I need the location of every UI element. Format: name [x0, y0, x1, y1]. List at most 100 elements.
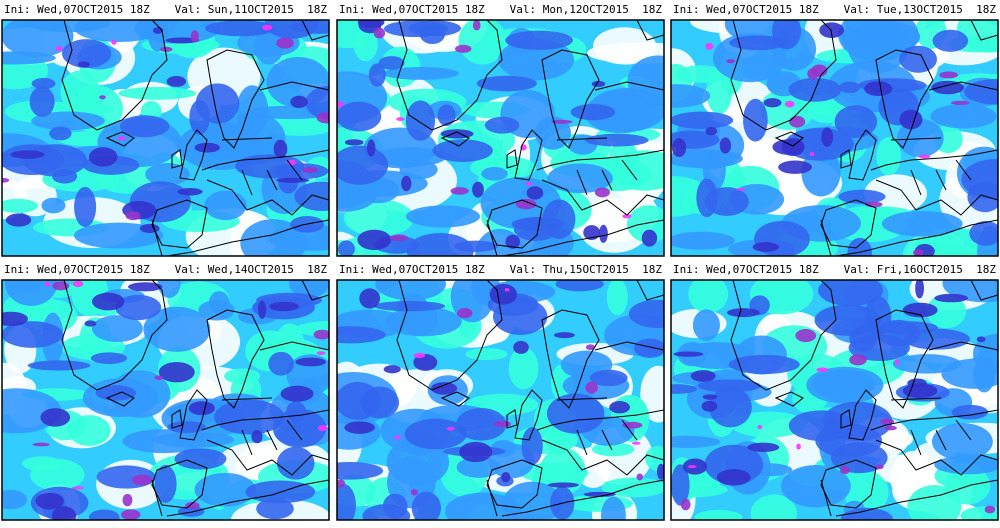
- precip-area: [450, 187, 469, 195]
- precip-area: [591, 80, 606, 88]
- precip-area: [214, 399, 285, 435]
- precip-area: [373, 27, 386, 39]
- precip-area: [337, 483, 356, 520]
- coastline: [61, 20, 168, 131]
- precip-area: [120, 509, 141, 520]
- precip-area: [2, 177, 10, 183]
- precip-area: [840, 466, 850, 475]
- precip-area: [606, 280, 628, 316]
- precip-area: [10, 150, 45, 159]
- coastline: [171, 149, 183, 169]
- precip-area: [40, 408, 71, 427]
- precip-area: [688, 280, 729, 314]
- coastline: [105, 391, 135, 407]
- precip-area: [382, 66, 459, 80]
- precip-area: [127, 282, 163, 292]
- precip-area: [456, 308, 473, 319]
- precip-area: [203, 122, 241, 161]
- init-time-label: Ini: Wed,07OCT2015 18Z: [339, 263, 485, 276]
- precip-area: [498, 38, 575, 81]
- coastline: [820, 459, 877, 509]
- precip-area: [849, 354, 867, 366]
- precip-area: [353, 27, 378, 62]
- panel-frame: [670, 279, 999, 521]
- panel-frame: [1, 279, 330, 521]
- precip-area: [838, 20, 919, 62]
- precip-area: [188, 401, 215, 416]
- precip-area: [131, 474, 153, 486]
- valid-time-label: Val: Sun,11OCT2015 18Z: [175, 3, 328, 16]
- precip-area: [117, 136, 126, 141]
- precip-area: [302, 166, 318, 174]
- precip-area: [362, 504, 411, 520]
- precip-area: [840, 507, 894, 520]
- coastline: [875, 179, 998, 216]
- coastline: [221, 397, 303, 456]
- valid-time-label: Val: Tue,13OCT2015 18Z: [844, 3, 997, 16]
- precip-area: [273, 139, 288, 159]
- precip-area: [907, 378, 927, 388]
- precip-area: [384, 20, 449, 38]
- map-panel: [2, 280, 329, 520]
- precip-area: [185, 501, 200, 510]
- precip-area: [964, 78, 998, 105]
- precip-area: [440, 129, 474, 139]
- precip-area: [702, 394, 718, 400]
- precip-area: [939, 71, 959, 79]
- precip-area: [476, 75, 537, 92]
- precip-area: [378, 56, 405, 70]
- precip-area: [899, 45, 938, 73]
- coastline: [440, 131, 470, 147]
- precip-area: [752, 242, 779, 252]
- precip-area: [600, 496, 626, 520]
- precip-area: [481, 166, 508, 181]
- precip-area: [585, 344, 596, 351]
- precip-area: [697, 379, 762, 393]
- precip-area: [671, 464, 690, 506]
- coastline: [774, 391, 804, 407]
- precip-area: [122, 429, 206, 454]
- precip-area: [694, 509, 743, 520]
- precip-area: [411, 491, 442, 520]
- coastline: [541, 309, 600, 409]
- precip-area: [472, 181, 484, 198]
- panel-frame: [336, 279, 665, 521]
- precip-area: [337, 240, 355, 256]
- precip-area: [432, 139, 493, 162]
- precip-area: [177, 187, 203, 196]
- precip-area: [645, 445, 664, 471]
- precip-area: [881, 211, 963, 237]
- precip-area: [383, 365, 401, 374]
- precip-area: [344, 139, 364, 146]
- precip-area: [515, 198, 537, 210]
- coastline: [536, 149, 664, 171]
- map-panel: [337, 280, 664, 520]
- precip-area: [272, 408, 327, 448]
- precip-area: [41, 197, 66, 214]
- precip-area: [705, 42, 714, 50]
- precip-area: [763, 98, 782, 108]
- precip-area: [687, 465, 697, 469]
- precip-area: [190, 30, 199, 43]
- precip-area: [72, 280, 84, 288]
- precip-area: [934, 293, 969, 303]
- precip-area: [671, 149, 743, 169]
- panel-frame: [1, 19, 330, 257]
- precip-area: [894, 359, 900, 366]
- precip-area: [750, 494, 798, 520]
- precip-area: [276, 446, 315, 480]
- coastline: [151, 20, 329, 256]
- precip-area: [389, 234, 408, 242]
- coastline: [774, 131, 804, 147]
- precip-area: [809, 151, 815, 157]
- precip-area: [932, 29, 969, 52]
- precip-area: [154, 375, 164, 380]
- precip-area: [405, 100, 436, 141]
- precip-area: [547, 482, 579, 488]
- precip-area: [122, 493, 133, 507]
- precip-area: [139, 223, 160, 234]
- coastline: [506, 149, 518, 169]
- precip-area: [305, 85, 329, 120]
- map-panel: [2, 20, 329, 256]
- precip-area: [276, 37, 294, 49]
